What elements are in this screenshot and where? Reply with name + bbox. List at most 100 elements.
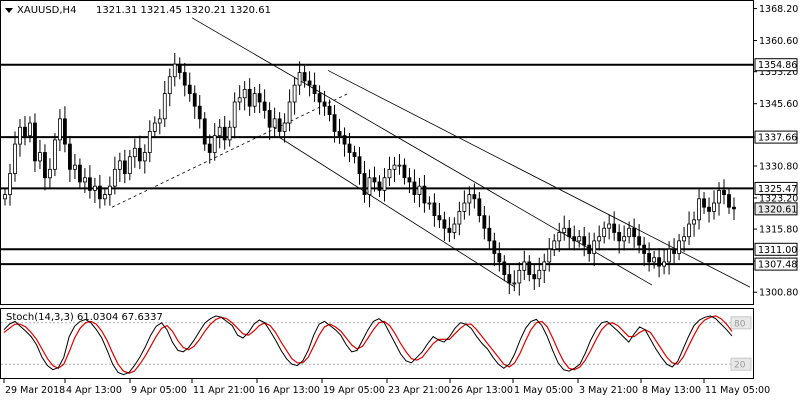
candle-bear: [342, 135, 347, 145]
candle-bull: [467, 194, 472, 204]
channel-middle-line: [327, 70, 751, 288]
candle-bull: [677, 240, 681, 254]
candle-bull: [512, 282, 517, 285]
price-tick-label: 1323.20: [759, 193, 798, 204]
price-tick-label: 1330.80: [759, 161, 798, 172]
level-label: 1325.47: [758, 184, 797, 195]
candle-bull: [297, 72, 302, 86]
candle-bear: [722, 189, 726, 195]
time-tick-label: 11 Apr 21:00: [193, 385, 255, 396]
candle-bear: [482, 215, 487, 229]
stoch-header-label: Stoch(14,3,3) 61.0304 67.6337: [6, 312, 163, 323]
candle-bull: [607, 223, 612, 229]
candle-bear: [732, 206, 736, 210]
candle-bear: [177, 63, 182, 73]
candle-bull: [452, 223, 457, 233]
candle-bear: [657, 257, 662, 267]
channel-dashed-trendline: [111, 93, 349, 208]
candle-bear: [642, 244, 647, 254]
candle-bull: [242, 88, 247, 99]
candle-bear: [412, 181, 417, 195]
candle-bull: [8, 173, 12, 195]
candle-bear: [267, 110, 272, 128]
candle-bear: [582, 236, 587, 246]
time-tick-label: 19 Apr 05:00: [323, 385, 385, 396]
symbol-label: XAUUSD,H4: [17, 5, 76, 16]
time-tick-label: 3 May 21:00: [579, 385, 638, 396]
candle-bull: [117, 160, 122, 170]
candle-bear: [247, 88, 252, 107]
level-label-box: [754, 257, 798, 271]
candle-bear: [372, 177, 377, 183]
time-tick-label: 11 May 05:00: [705, 385, 770, 396]
candle-bull: [13, 143, 17, 174]
ohlc-label: 1321.31 1321.45 1320.21 1320.61: [96, 5, 271, 16]
price-tick-label: 1353.20: [759, 67, 798, 78]
candle-bear: [352, 152, 357, 158]
candle-bear: [302, 72, 307, 82]
price-levels: [1, 63, 753, 266]
candle-bear: [347, 143, 352, 153]
candle-bull: [392, 164, 397, 170]
candle-bull: [682, 236, 686, 242]
candle-bull: [82, 177, 87, 183]
candle-bull: [3, 194, 7, 200]
candle-bull: [92, 185, 97, 191]
time-tick-label: 8 May 13:00: [642, 385, 701, 396]
candle-bear: [312, 84, 317, 94]
candle-bear: [707, 206, 711, 212]
candle-bull: [517, 269, 522, 284]
candle-bull: [547, 248, 552, 263]
time-tick-label: 16 Apr 13:00: [258, 385, 320, 396]
candle-bear: [362, 173, 367, 195]
candle-bear: [192, 93, 197, 107]
candle-bull: [382, 177, 387, 191]
candle-bull: [622, 236, 627, 242]
candle-bear: [567, 227, 572, 238]
time-tick-label: 1 May 05:00: [514, 385, 573, 396]
candle-bull: [107, 185, 112, 195]
candle-bear: [402, 164, 407, 179]
current-price-label: 1320.61: [758, 204, 797, 215]
current-price-box: [754, 202, 798, 216]
stoch-level-box: [730, 357, 752, 371]
candle-bear: [502, 261, 507, 275]
candle-bull: [287, 101, 292, 124]
candle-bull: [712, 202, 716, 212]
stoch-main-line: [3, 315, 733, 376]
price-tick-label: 1360.60: [759, 36, 798, 47]
price-tick-label: 1345.60: [759, 99, 798, 110]
candle-bull: [18, 126, 22, 145]
candle-bear: [407, 177, 412, 183]
candle-bull: [552, 240, 557, 250]
candle-bear: [632, 227, 637, 238]
candle-bull: [232, 101, 237, 128]
level-label-box: [754, 130, 798, 144]
candle-bull: [457, 211, 462, 225]
level-label: 1354.86: [758, 60, 797, 71]
candle-bear: [97, 185, 102, 200]
candle-bull: [157, 118, 162, 124]
candle-bull: [717, 189, 721, 204]
candles: [3, 52, 736, 296]
candle-bull: [627, 227, 632, 238]
candle-bull: [167, 76, 172, 94]
candle-bear: [497, 253, 502, 263]
candle-bear: [672, 248, 676, 254]
candle-bear: [122, 160, 127, 174]
collapse-triangle-icon[interactable]: [5, 8, 13, 13]
candle-bear: [492, 240, 497, 254]
level-label: 1307.48: [758, 260, 797, 271]
time-tick-label: 9 Apr 05:00: [131, 385, 187, 396]
candle-bull: [562, 227, 567, 233]
candle-bull: [28, 122, 32, 137]
candle-bear: [437, 215, 442, 221]
candle-bear: [222, 126, 227, 141]
candle-bull: [662, 261, 666, 267]
candle-bull: [542, 261, 547, 271]
price-axis: 1368.20 1360.60 1353.20 1345.60 1337.66 1330.…: [753, 4, 798, 299]
candle-bear: [447, 227, 452, 233]
price-tick-label: 1315.80: [759, 225, 798, 236]
